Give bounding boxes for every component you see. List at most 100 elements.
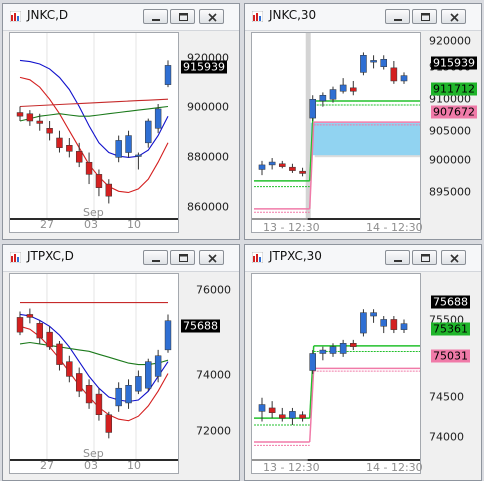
close-icon bbox=[208, 254, 217, 263]
close-button[interactable] bbox=[441, 250, 466, 265]
candle-body bbox=[309, 353, 317, 371]
close-button[interactable] bbox=[441, 9, 466, 24]
candle-body bbox=[56, 137, 63, 148]
maximize-button[interactable] bbox=[170, 250, 195, 265]
candle-body bbox=[390, 67, 398, 82]
candle-body bbox=[319, 349, 327, 354]
current-price-tag: 915939 bbox=[181, 60, 227, 74]
green-level-tag: 911712 bbox=[431, 82, 477, 96]
candle-body bbox=[75, 151, 83, 163]
candle-body bbox=[349, 343, 357, 347]
minimize-icon bbox=[152, 260, 160, 262]
app-icon bbox=[252, 11, 263, 22]
zone-shadow bbox=[305, 33, 311, 218]
current-price-tag: 75688 bbox=[181, 319, 220, 333]
window-titlebar[interactable]: JNKC,30 bbox=[245, 4, 481, 31]
candle-body bbox=[370, 60, 377, 63]
candle-body bbox=[26, 314, 34, 318]
window-titlebar[interactable]: JTPXC,30 bbox=[245, 245, 481, 272]
close-icon bbox=[208, 13, 217, 22]
pink-level-connector bbox=[308, 122, 315, 209]
candle-body bbox=[278, 414, 286, 419]
candle-body bbox=[278, 163, 286, 167]
candle-body bbox=[95, 393, 103, 415]
x-axis-label: Sep bbox=[83, 447, 104, 460]
x-axis-label: 13 - 12:30 bbox=[263, 221, 320, 234]
chart-plot-area[interactable] bbox=[251, 32, 421, 233]
y-axis-label: 910000 bbox=[429, 92, 471, 106]
candle-body bbox=[319, 94, 327, 102]
candle-body bbox=[95, 174, 103, 188]
candle-body bbox=[105, 183, 113, 197]
minimize-button[interactable] bbox=[385, 250, 410, 265]
time-axis-bar bbox=[252, 459, 420, 461]
candle-body bbox=[154, 355, 162, 377]
candle-body bbox=[400, 323, 408, 330]
current-price-tag: 915939 bbox=[431, 56, 477, 70]
window-title: JTPXC,30 bbox=[269, 249, 322, 263]
x-axis-label: 27 bbox=[40, 218, 54, 231]
candle-body bbox=[370, 312, 377, 317]
candle-body bbox=[164, 320, 172, 351]
window-titlebar[interactable]: JNKC,D bbox=[3, 4, 239, 31]
candle-body bbox=[46, 331, 53, 348]
candle-body bbox=[115, 140, 122, 158]
close-button[interactable] bbox=[199, 9, 224, 24]
maximize-button[interactable] bbox=[170, 9, 195, 24]
y-axis-label: 880000 bbox=[187, 150, 229, 164]
candle-body bbox=[299, 170, 306, 174]
candle-body bbox=[85, 385, 93, 404]
candle-body bbox=[36, 120, 43, 124]
x-axis-label: 10 bbox=[127, 218, 141, 231]
minimize-button[interactable] bbox=[143, 9, 168, 24]
chart-window-jtpxc-30[interactable]: JTPXC,30 75500 74500 74000 75688 75361 7… bbox=[244, 244, 482, 481]
pink-level-tag: 907672 bbox=[431, 105, 477, 119]
candle-body bbox=[258, 404, 266, 412]
candle-body bbox=[400, 75, 408, 82]
maximize-button[interactable] bbox=[412, 250, 437, 265]
candle-body bbox=[145, 120, 152, 144]
x-axis-label: 27 bbox=[40, 459, 54, 472]
y-axis-label: 74000 bbox=[429, 430, 464, 444]
session-marker bbox=[252, 459, 308, 462]
chart-plot-area[interactable] bbox=[251, 273, 421, 474]
y-axis-label: 76000 bbox=[196, 283, 231, 297]
chart-plot-area[interactable] bbox=[9, 32, 179, 233]
close-button[interactable] bbox=[199, 250, 224, 265]
chart-window-jnkc-30[interactable]: JNKC,30 920000 915000 910000 905000 9000… bbox=[244, 3, 482, 240]
current-price-tag: 75688 bbox=[431, 295, 470, 309]
session-marker bbox=[252, 218, 308, 221]
window-titlebar[interactable]: JTPXC,D bbox=[3, 245, 239, 272]
candle-body bbox=[135, 376, 142, 392]
candle-body bbox=[339, 84, 347, 92]
candle-body bbox=[360, 312, 367, 334]
candle-body bbox=[268, 407, 276, 413]
candle-body bbox=[380, 59, 388, 67]
chart-plot-area[interactable] bbox=[9, 273, 179, 474]
y-axis-label: 900000 bbox=[187, 100, 229, 114]
chart-window-jnkc-daily[interactable]: JNKC,D 920000 900000 880000 860000 91593… bbox=[2, 3, 240, 240]
minimize-button[interactable] bbox=[143, 250, 168, 265]
maximize-icon bbox=[179, 254, 188, 262]
moving-average-blue bbox=[19, 59, 169, 158]
candle-body bbox=[125, 385, 132, 404]
chart-window-jtpxc-daily[interactable]: JTPXC,D 76000 74000 72000 75688 27 Sep 0… bbox=[2, 244, 240, 481]
candle-body bbox=[309, 98, 317, 119]
moving-average-green bbox=[19, 341, 169, 366]
candlestick-chart bbox=[10, 33, 178, 220]
candle-body bbox=[36, 323, 43, 339]
pink-level-tag: 75031 bbox=[431, 349, 470, 363]
maximize-button[interactable] bbox=[412, 9, 437, 24]
minimize-icon bbox=[152, 19, 160, 21]
minimize-button[interactable] bbox=[385, 9, 410, 24]
maximize-icon bbox=[421, 13, 430, 21]
minimize-icon bbox=[394, 260, 402, 262]
candle-body bbox=[16, 317, 24, 333]
candle-body bbox=[380, 319, 388, 327]
candle-body bbox=[329, 346, 337, 354]
app-icon bbox=[10, 252, 21, 263]
moving-average-green bbox=[19, 105, 169, 122]
candle-body bbox=[115, 387, 122, 407]
candle-body bbox=[66, 145, 73, 152]
y-axis-label: 74500 bbox=[429, 390, 464, 404]
